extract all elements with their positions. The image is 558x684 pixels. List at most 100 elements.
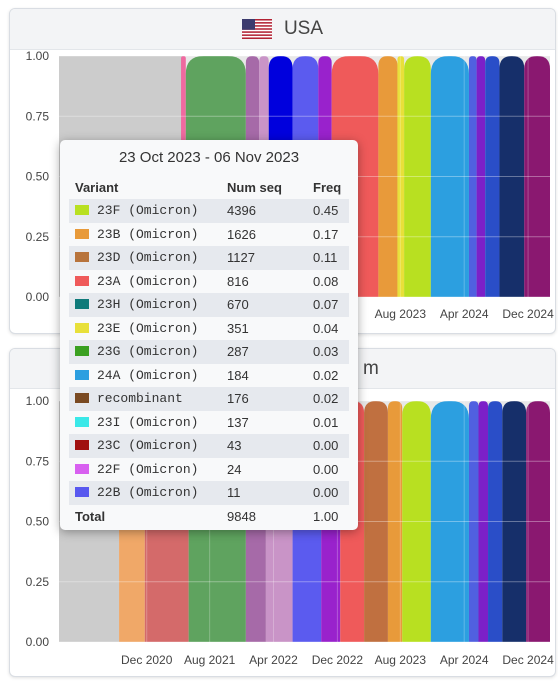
variant-cell: 23H (Omicron) — [69, 293, 221, 317]
variant-label: 23E (Omicron) — [97, 320, 199, 336]
usa-panel-title: USA — [283, 18, 324, 39]
us-flag-icon — [241, 19, 272, 39]
variant-area-24e[interactable] — [502, 401, 527, 642]
y-tick-label: 0.00 — [26, 290, 50, 304]
x-tick-label: Dec 2022 — [312, 653, 364, 667]
freq-cell: 0.03 — [307, 340, 349, 364]
tooltip-row: 23E (Omicron) 351 0.04 — [69, 317, 349, 341]
variant-area-23e[interactable] — [397, 56, 405, 297]
variant-label: 23H (Omicron) — [97, 297, 199, 313]
uk-panel-title: m — [363, 357, 379, 379]
variant-color-swatch — [75, 393, 89, 404]
variant-cell: 23I (Omicron) — [69, 411, 221, 435]
variant-label: 23A (Omicron) — [97, 273, 199, 289]
tooltip-row: 23C (Omicron) 43 0.00 — [69, 434, 349, 458]
tooltip-row: 23G (Omicron) 287 0.03 — [69, 340, 349, 364]
variant-area-24b[interactable] — [468, 401, 479, 642]
variant-area-24b[interactable] — [468, 56, 477, 297]
x-tick-label: Dec 2024 — [502, 653, 554, 667]
num-seq-cell: 1127 — [221, 246, 307, 270]
variant-area-24e[interactable] — [499, 56, 525, 297]
variant-cell: 23C (Omicron) — [69, 434, 221, 458]
variant-area-24d[interactable] — [488, 401, 503, 642]
variant-area-24a[interactable] — [430, 401, 469, 642]
x-tick-label: Dec 2020 — [121, 653, 173, 667]
variant-area-23a[interactable] — [364, 401, 388, 642]
freq-cell: 0.08 — [313, 273, 339, 289]
tooltip-row: recombinant 176 0.02 — [69, 387, 349, 411]
y-tick-label: 1.00 — [26, 49, 50, 63]
variant-cell: 23G (Omicron) — [69, 340, 221, 364]
variant-area-24c[interactable] — [476, 56, 486, 297]
variant-label: 23B (Omicron) — [97, 226, 199, 242]
variant-color-swatch — [75, 416, 89, 427]
num-seq-cell: 43 — [221, 434, 307, 458]
freq-cell: 0.00 — [307, 434, 349, 458]
freq-cell: 0.02 — [313, 367, 339, 383]
variant-cell: 23E (Omicron) — [69, 317, 221, 341]
tooltip-row: 23F (Omicron) 4396 0.45 — [69, 199, 349, 223]
variant-color-swatch — [75, 346, 89, 357]
freq-cell: 0.04 — [313, 320, 339, 336]
variant-cell: 24A (Omicron) — [69, 364, 221, 388]
variant-area-24c[interactable] — [478, 401, 489, 642]
variant-label: 23G (Omicron) — [97, 344, 199, 360]
variant-label: 23C (Omicron) — [97, 438, 199, 454]
x-tick-label: Aug 2023 — [375, 307, 427, 321]
variant-cell: 23B (Omicron) — [69, 223, 221, 247]
freq-cell: 0.02 — [307, 387, 349, 411]
variant-area-24a[interactable] — [430, 56, 469, 297]
tooltip-row: 23A (Omicron) 816 0.08 — [69, 270, 349, 294]
y-tick-label: 0.00 — [26, 635, 50, 649]
num-seq-cell: 24 — [227, 461, 242, 477]
y-tick-label: 0.50 — [26, 170, 50, 184]
variant-cell: 23F (Omicron) — [69, 199, 221, 223]
tooltip-row: 23I (Omicron) 137 0.01 — [69, 411, 349, 435]
x-tick-label: Apr 2024 — [440, 653, 489, 667]
y-tick-label: 0.75 — [26, 454, 50, 468]
total-freq-cell: 1.00 — [313, 508, 339, 524]
variant-color-swatch — [75, 228, 89, 239]
tooltip-row: 23D (Omicron) 1127 0.11 — [69, 246, 349, 270]
tooltip-row: 23B (Omicron) 1626 0.17 — [69, 223, 349, 247]
num-seq-cell: 176 — [221, 387, 307, 411]
variant-label: 23D (Omicron) — [97, 250, 199, 266]
variant-cell: 22B (Omicron) — [69, 481, 221, 505]
freq-cell: 0.00 — [313, 461, 339, 477]
num-seq-cell: 11 — [221, 481, 307, 505]
variant-label: 22B (Omicron) — [97, 485, 199, 501]
variant-color-swatch — [75, 205, 89, 216]
variant-color-swatch — [75, 369, 89, 380]
variant-label: recombinant — [97, 391, 183, 407]
variant-area-23f[interactable] — [402, 401, 431, 642]
variant-area-23f[interactable] — [404, 56, 431, 297]
variant-cell: 22F (Omicron) — [69, 458, 221, 482]
tooltip-date-range: 23 Oct 2023 - 06 Nov 2023 — [118, 149, 300, 166]
variant-area-24f[interactable] — [524, 56, 550, 297]
tooltip-row: 22B (Omicron) 11 0.00 — [69, 481, 349, 505]
total-label-cell: Total — [75, 508, 106, 524]
variant-area-23b[interactable] — [378, 56, 398, 297]
x-tick-label: Apr 2022 — [249, 653, 298, 667]
tooltip-row: 22F (Omicron) 24 0.00 — [69, 458, 349, 482]
usa-panel-header: USA — [10, 9, 555, 50]
variant-label: 24A (Omicron) — [97, 367, 199, 383]
freq-column-header: Freq — [313, 180, 342, 195]
freq-cell: 0.00 — [307, 481, 349, 505]
tooltip-header-row: Variant Num seq Freq — [69, 176, 349, 199]
num-seq-cell: 137 — [227, 414, 249, 430]
freq-cell: 0.01 — [313, 414, 339, 430]
variant-area-24f[interactable] — [526, 401, 550, 642]
x-tick-label: Apr 2024 — [440, 307, 489, 321]
variant-label: 22F (Omicron) — [97, 461, 199, 477]
variant-color-swatch — [75, 299, 89, 310]
variant-area-24d[interactable] — [485, 56, 500, 297]
tooltip-row: 24A (Omicron) 184 0.02 — [69, 364, 349, 388]
variant-cell: recombinant — [69, 387, 221, 411]
hover-tooltip: 23 Oct 2023 - 06 Nov 2023 Variant Num se… — [60, 140, 358, 530]
variant-color-swatch — [75, 463, 89, 474]
num-seq-cell: 351 — [227, 320, 249, 336]
variant-area-23b[interactable] — [387, 401, 403, 642]
variant-color-swatch — [75, 275, 89, 286]
tooltip-total-row: Total 9848 1.00 — [69, 505, 349, 529]
